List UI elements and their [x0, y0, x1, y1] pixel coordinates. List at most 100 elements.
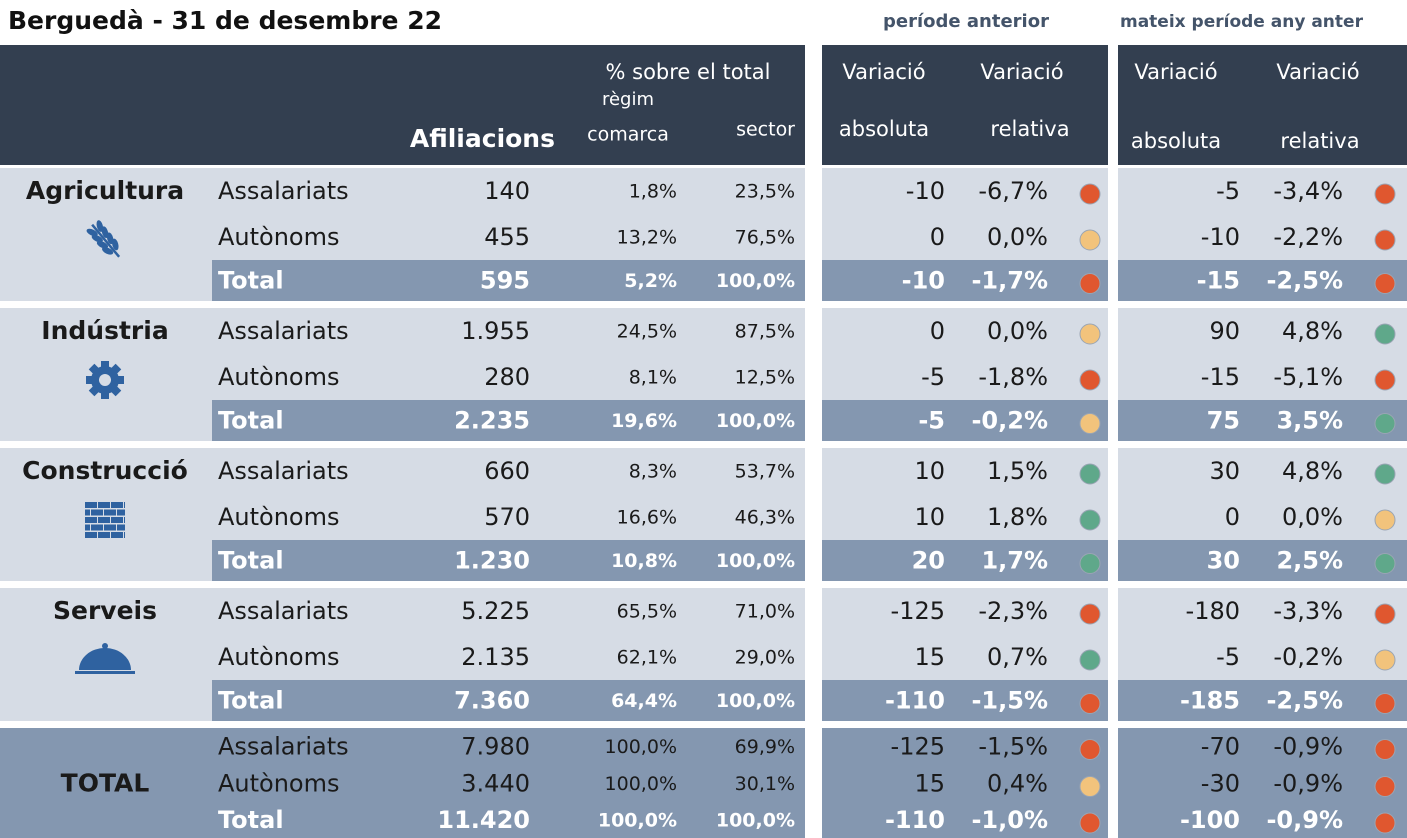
status-dot — [1374, 369, 1396, 391]
variation-abs: -10 — [902, 267, 945, 295]
row-bg — [212, 634, 805, 680]
afiliacions: 1.955 — [461, 317, 530, 345]
row-bg — [1118, 168, 1407, 214]
variation-rel: -1,7% — [971, 267, 1048, 295]
status-dot — [1374, 323, 1396, 345]
row-bg — [1118, 765, 1407, 802]
status-dot — [1374, 739, 1396, 760]
group-header: període anterior — [883, 11, 1049, 32]
variation-rel: -1,0% — [971, 806, 1048, 834]
icon-wheat — [86, 220, 121, 258]
pct-comarca: 5,2% — [624, 270, 677, 292]
status-dot — [1079, 603, 1101, 625]
row-bg — [212, 680, 805, 721]
icon-part — [85, 524, 90, 531]
pct-comarca: 65,5% — [617, 601, 677, 623]
icon-part — [117, 524, 125, 531]
icon-part — [124, 502, 125, 508]
row-bg — [1118, 634, 1407, 680]
variation-rel: -1,5% — [971, 687, 1048, 715]
row-type: Autònoms — [218, 223, 340, 251]
variation-abs: 30 — [1207, 547, 1240, 575]
icon-part — [91, 223, 121, 258]
variation-rel: -3,3% — [1273, 597, 1343, 625]
pct-comarca: 10,8% — [611, 550, 677, 572]
variation-abs: -185 — [1180, 687, 1240, 715]
icon-part — [104, 509, 116, 516]
row-bg — [212, 765, 805, 802]
status-dot — [1374, 776, 1396, 797]
pct-sector: 100,0% — [716, 410, 795, 432]
row-bg — [212, 308, 805, 354]
row-type: Autònoms — [218, 363, 340, 391]
pct-sector: 12,5% — [735, 367, 795, 389]
header: sector — [736, 119, 795, 141]
header: Variació — [842, 60, 925, 84]
row-bg — [1118, 728, 1407, 765]
row-bg — [822, 448, 1108, 494]
header-band — [822, 45, 1108, 165]
afiliacions: 7.980 — [461, 733, 530, 761]
pct-sector: 71,0% — [735, 601, 795, 623]
afiliacions: 455 — [484, 223, 530, 251]
status-dot — [1079, 229, 1101, 251]
icon-bricks — [85, 502, 125, 538]
status-dot — [1079, 693, 1101, 714]
icon-part — [124, 532, 125, 538]
row-bg — [1118, 400, 1407, 441]
icon-part — [96, 241, 109, 249]
header: % sobre el total — [606, 60, 771, 84]
row-bg — [212, 540, 805, 581]
row-bg — [822, 802, 1108, 838]
row-type: Total — [218, 267, 284, 295]
variation-rel: 4,8% — [1282, 317, 1343, 345]
status-dot — [1374, 509, 1396, 531]
variation-abs: -10 — [906, 177, 945, 205]
afiliacions: 660 — [484, 457, 530, 485]
variation-rel: -5,1% — [1273, 363, 1343, 391]
row-bg — [822, 588, 1108, 634]
variation-rel: -0,9% — [1273, 733, 1343, 761]
icon-dome — [75, 643, 135, 674]
pct-comarca: 8,1% — [629, 367, 677, 389]
variation-rel: -1,8% — [978, 363, 1048, 391]
variation-rel: 0,4% — [987, 770, 1048, 798]
variation-abs: 75 — [1207, 407, 1240, 435]
row-type: Assalariats — [218, 597, 349, 625]
status-dot — [1374, 413, 1396, 434]
icon-part — [111, 532, 123, 538]
icon-part — [91, 524, 103, 531]
variation-abs: 10 — [914, 457, 945, 485]
afiliacions: 1.230 — [454, 547, 530, 575]
variation-abs: -110 — [885, 687, 945, 715]
variation-rel: -0,9% — [1266, 806, 1343, 834]
variation-abs: -100 — [1180, 806, 1240, 834]
variation-abs: -10 — [1201, 223, 1240, 251]
variation-abs: -180 — [1186, 597, 1240, 625]
afiliacions: 5.225 — [461, 597, 530, 625]
variation-abs: 15 — [914, 643, 945, 671]
status-dot — [1374, 649, 1396, 671]
icon-part — [98, 517, 110, 523]
header: Variació — [1276, 60, 1359, 84]
icon-part — [111, 502, 123, 508]
afiliacions: 3.440 — [461, 770, 530, 798]
icon-part — [79, 648, 131, 670]
row-bg — [1118, 680, 1407, 721]
row-bg — [212, 802, 805, 838]
variation-rel: -0,2% — [1273, 643, 1343, 671]
afiliacions: 7.360 — [454, 687, 530, 715]
icon-part — [75, 671, 135, 674]
row-type: Autònoms — [218, 770, 340, 798]
row-bg — [822, 308, 1108, 354]
status-dot — [1079, 323, 1101, 345]
header: Afiliacions — [410, 124, 555, 153]
pct-sector: 76,5% — [735, 227, 795, 249]
row-bg — [822, 728, 1108, 765]
icon-gear — [86, 361, 124, 399]
status-dot — [1374, 229, 1396, 251]
variation-rel: -0,9% — [1273, 770, 1343, 798]
sector-label: Construcció — [22, 456, 188, 485]
pct-sector: 46,3% — [735, 507, 795, 529]
